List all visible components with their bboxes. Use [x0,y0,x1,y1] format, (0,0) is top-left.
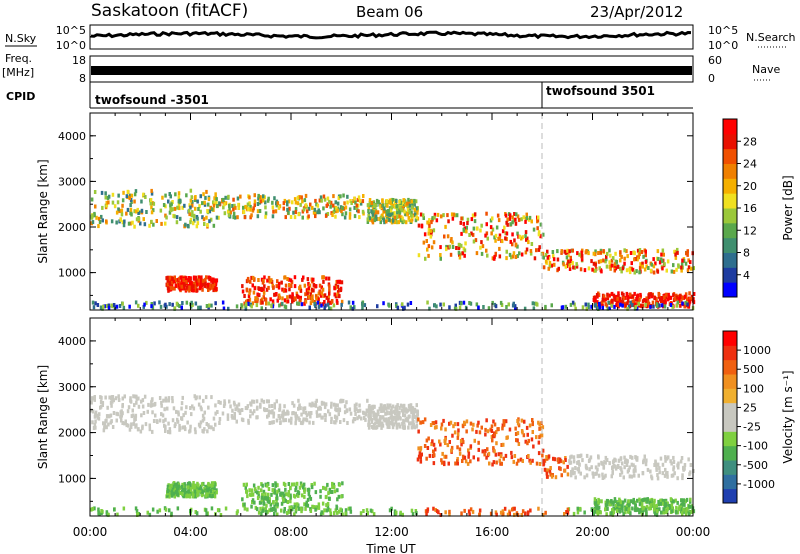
nsearch-label: N.Search [746,31,796,44]
colorbar-frame [722,330,738,504]
x-tick-label: 04:00 [173,525,208,539]
noise-trace [89,30,692,40]
colorbar-cell [723,488,737,504]
x-tick-label: 16:00 [475,525,510,539]
colorbar-cell [723,178,737,194]
colorbar-tick-label: 24 [743,158,757,171]
colorbar-tick-label: 20 [743,180,757,193]
colorbar-cell [723,431,737,447]
colorbar-tick-label: 1000 [743,344,771,357]
colorbar-label: Power [dB] [781,175,795,240]
colorbar-cell [723,417,737,432]
y-tick-label: 4000 [58,130,86,143]
noise-left-tick-bottom: 10^0 [56,39,86,52]
colorbar-tick-label: 12 [743,224,757,237]
x-tick-label: 00:00 [73,525,108,539]
colorbar-label: Velocity [m s⁻¹] [781,370,795,463]
x-tick-label: 08:00 [274,525,309,539]
y-tick-label: 1000 [58,267,86,280]
plot-title: Saskatoon (fitACF) [91,1,248,21]
x-axis-label: Time UT [365,542,416,554]
nave-right-tick-top: 60 [708,54,722,67]
freq-left-tick-top: 18 [72,54,86,67]
freq-left-tick-bottom: 8 [79,72,86,85]
power-panel: 4000 3000 2000 1000 Slant Range [km] [36,112,696,311]
y-tick-label: 1000 [58,472,86,485]
noise-right-tick-bottom: 10^0 [708,39,738,52]
freq-unit-label: [MHz] [2,66,34,79]
y-tick-label: 3000 [58,381,86,394]
y-tick-label: 4000 [58,335,86,348]
colorbar-cell [723,345,737,361]
colorbar-cell [723,359,737,375]
noise-right-tick-top: 10^5 [708,24,738,37]
colorbar-tick-label: 100 [743,382,764,395]
colorbar-tick-label: 4 [743,269,750,282]
date-label: 23/Apr/2012 [590,3,683,21]
nave-right-tick-bottom: 0 [708,72,715,85]
colorbar-cell [723,252,737,268]
colorbar-tick-label: 500 [743,363,764,376]
y-axis-label: Slant Range [km] [36,365,50,469]
colorbar-cell [723,148,737,164]
nave-band [91,66,692,75]
velocity-colorbar: 1000 500 100 25 -25 -100 -500 -1000 Velocity [m … [722,330,795,504]
colorbar-cell [723,119,737,135]
colorbar-cell [723,460,737,475]
colorbar-cell [723,222,737,239]
time-axis-labels: 00:00 04:00 08:00 12:00 16:00 20:00 00:00 [73,525,711,539]
colorbar-tick-label: -500 [743,459,768,472]
colorbar-cell [723,133,737,150]
noise-left-tick-top: 10^5 [56,24,86,37]
echo-cells [90,394,696,518]
colorbar-cell [723,237,737,253]
colorbar-tick-label: 16 [743,202,757,215]
cpid-label: CPID [6,90,35,103]
colorbar-tick-label: 8 [743,247,750,260]
colorbar-cell [723,445,737,461]
colorbar-tick-label: 25 [743,401,757,414]
cpid-left-label: twofsound -3501 [95,93,209,107]
colorbar-cell [723,193,737,209]
y-tick-label: 2000 [58,427,86,440]
x-tick-label: 00:00 [676,525,711,539]
colorbar-tick-label: -1000 [743,478,775,491]
x-tick-label: 20:00 [575,525,610,539]
nave-label: Nave [752,63,780,76]
colorbar-cell [723,331,737,346]
colorbar-cell [723,402,737,418]
freq-label: Freq. [5,52,32,65]
y-axis-label: Slant Range [km] [36,159,50,263]
nsky-label: N.Sky [5,32,37,45]
colorbar-cell [723,374,737,389]
colorbar-cell [723,388,737,404]
power-colorbar: 28 24 20 16 12 8 4 Power [dB] [722,118,795,298]
velocity-panel: 4000 3000 2000 1000 Slant Range [km] [36,317,696,518]
cpid-right-label: twofsound 3501 [546,84,655,98]
y-tick-label: 3000 [58,175,86,188]
colorbar-cell [723,282,737,298]
x-tick-label: 12:00 [374,525,409,539]
colorbar-cell [723,267,737,283]
colorbar-cell [723,208,737,224]
colorbar-tick-label: -25 [743,421,761,434]
y-tick-label: 2000 [58,221,86,234]
colorbar-cell [723,163,737,179]
beam-label: Beam 06 [356,3,423,21]
colorbar-tick-label: 28 [743,135,757,148]
echo-cells [90,188,696,311]
colorbar-tick-label: -100 [743,440,768,453]
colorbar-cell [723,474,737,490]
